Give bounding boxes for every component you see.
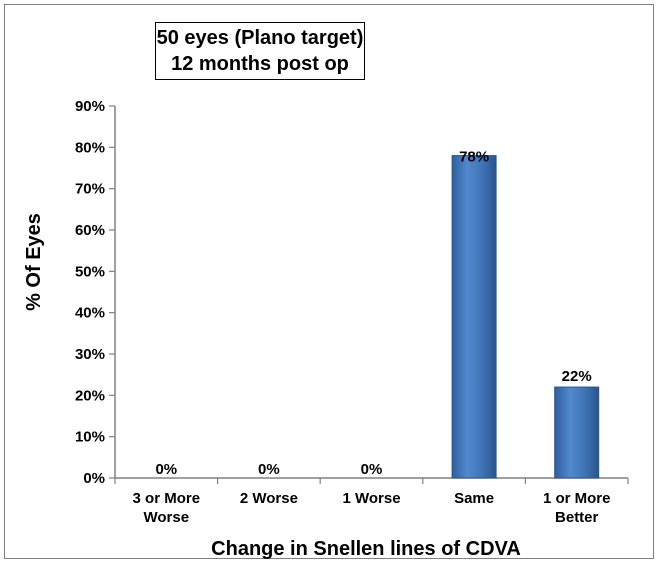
chart-title-line-1: 50 eyes (Plano target)	[156, 27, 364, 49]
y-tick-label: 20%	[75, 387, 105, 404]
x-category-label: 3 or More	[133, 490, 201, 507]
data-label: 0%	[155, 461, 177, 478]
y-tick-label: 60%	[75, 222, 105, 239]
x-category-label: 1 or More	[543, 490, 611, 507]
x-category-label: Worse	[144, 509, 190, 526]
x-category-label: Same	[454, 490, 494, 507]
data-label: 22%	[562, 368, 592, 385]
y-tick-label: 40%	[75, 305, 105, 322]
y-tick-label: 70%	[75, 181, 105, 198]
data-label: 78%	[459, 149, 489, 166]
x-category-label: 2 Worse	[240, 490, 298, 507]
x-category-label: Better	[555, 509, 599, 526]
y-tick-label: 80%	[75, 139, 105, 156]
data-label: 0%	[361, 461, 383, 478]
bar	[451, 155, 497, 479]
chart-title-line-2: 12 months post op	[171, 53, 349, 75]
y-tick-label: 50%	[75, 263, 105, 280]
labels: 0% 10% 20% 30% 40% 50% 60% 70% 80% 90% 0% 3 or More…	[75, 98, 610, 526]
y-tick-label: 10%	[75, 429, 105, 446]
y-tick-label: 90%	[75, 98, 105, 115]
chart-frame	[4, 4, 654, 559]
bar	[554, 386, 600, 479]
y-axis-title: % Of Eyes	[23, 213, 45, 311]
chart-title-box: 50 eyes (Plano target) 12 months post op	[155, 22, 365, 80]
data-label: 0%	[258, 461, 280, 478]
x-category-label: 1 Worse	[342, 490, 400, 507]
y-tick-label: 30%	[75, 346, 105, 363]
x-axis-title: Change in Snellen lines of CDVA	[211, 538, 521, 560]
y-tick-label: 0%	[83, 470, 105, 487]
axes	[109, 105, 629, 484]
bars	[451, 155, 600, 479]
